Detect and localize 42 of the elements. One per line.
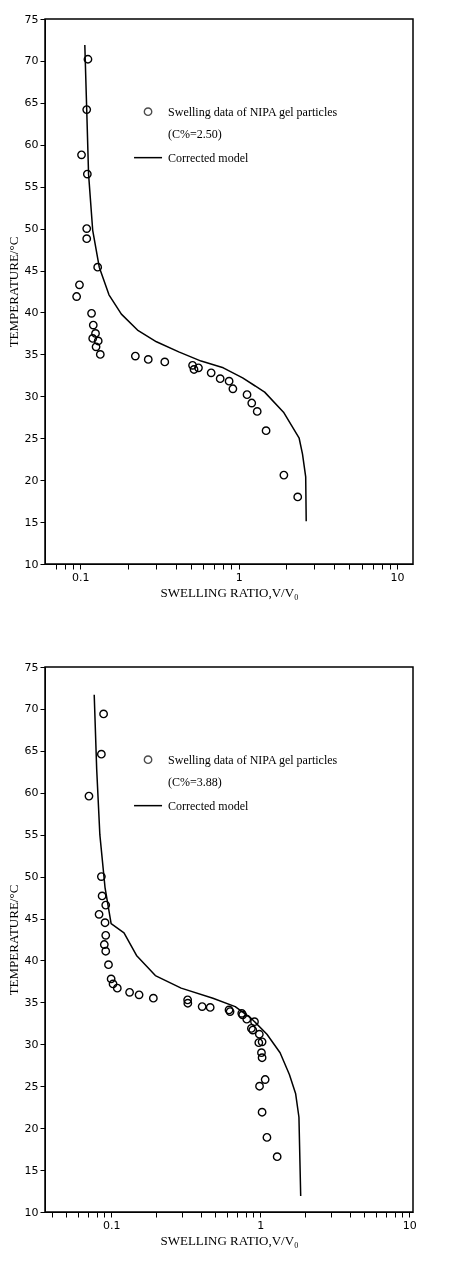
y-tick-label: 30 — [24, 1037, 39, 1051]
y-tick-label: 60 — [24, 786, 39, 800]
y-tick-label: 25 — [24, 1079, 39, 1093]
legend-label: Swelling data of NIPA gel particles (C%=2.50) — [168, 104, 338, 141]
x-tick-label: 10 — [390, 570, 405, 584]
y-tick-label: 40 — [24, 953, 39, 967]
y-tick-label: 20 — [24, 1121, 39, 1135]
y-tick-label: 50 — [24, 870, 39, 884]
y-tick-label: 65 — [24, 744, 39, 758]
x-tick-label: 1 — [257, 1218, 265, 1232]
legend-label: Swelling data of NIPA gel particles (C%=3.88) — [168, 752, 338, 789]
y-tick-label: 15 — [24, 1163, 39, 1177]
y-tick-label: 45 — [24, 264, 39, 278]
legend-label: Corrected model — [168, 150, 250, 165]
y-tick-label: 10 — [24, 1205, 39, 1219]
y-tick-label: 70 — [24, 702, 39, 716]
x-tick-label: 0.1 — [102, 1218, 121, 1232]
y-tick-label: 55 — [24, 828, 39, 842]
y-tick-label: 65 — [24, 96, 39, 110]
y-tick-label: 30 — [24, 389, 39, 403]
y-tick-label: 75 — [24, 660, 39, 674]
y-tick-label: 10 — [24, 557, 39, 571]
y-tick-label: 25 — [24, 431, 39, 445]
y-axis-title: TEMPERATURE/°C — [5, 236, 21, 348]
x-axis-title: SWELLING RATIO,V/V₀ — [160, 1232, 299, 1248]
y-tick-label: 15 — [24, 515, 39, 529]
y-tick-label: 50 — [24, 222, 39, 236]
x-tick-label: 0.1 — [71, 570, 90, 584]
x-tick-label: 1 — [235, 570, 243, 584]
y-tick-label: 60 — [24, 138, 39, 152]
y-tick-label: 35 — [24, 347, 39, 361]
y-tick-label: 75 — [24, 12, 39, 26]
x-tick-label: 10 — [402, 1218, 417, 1232]
y-tick-label: 40 — [24, 305, 39, 319]
y-axis-title: TEMPERATURE/°C — [5, 884, 21, 996]
y-tick-label: 55 — [24, 180, 39, 194]
y-tick-label: 70 — [24, 54, 39, 68]
y-tick-label: 35 — [24, 995, 39, 1009]
legend-label: Corrected model — [168, 798, 250, 813]
y-tick-label: 20 — [24, 473, 39, 487]
x-axis-title: SWELLING RATIO,V/V₀ — [160, 584, 299, 600]
y-tick-label: 45 — [24, 912, 39, 926]
